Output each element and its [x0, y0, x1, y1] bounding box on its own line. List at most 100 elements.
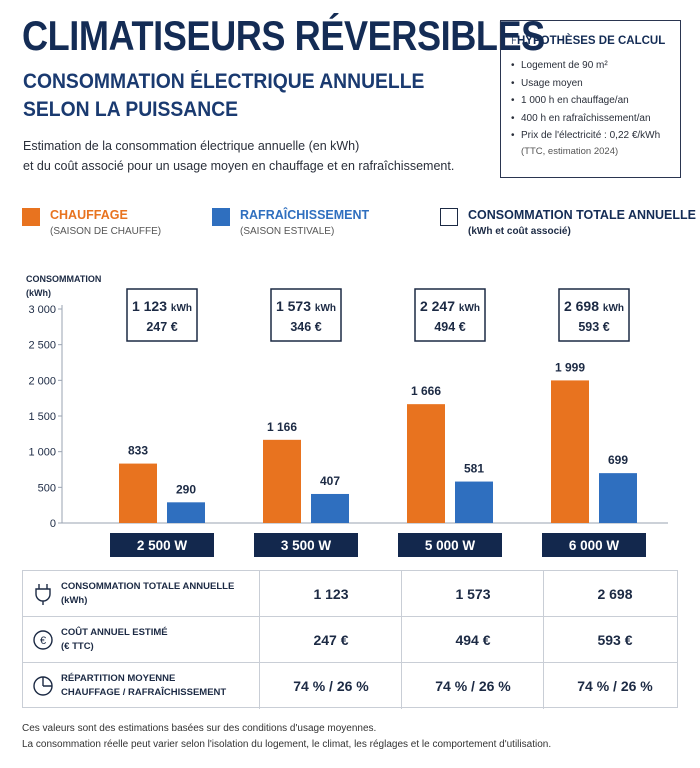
heating-value-label: 1 166: [267, 420, 297, 434]
cooling-value-label: 699: [608, 453, 628, 467]
hypotheses-list: • Logement de 90 m² • Usage moyen • 1 000 h…: [511, 57, 670, 145]
subtitle-line-2: SELON LA PUISSANCE: [23, 98, 239, 121]
euro-icon: €: [33, 630, 53, 650]
legend-cooling-label: RAFRAÎCHISSEMENT: [240, 208, 370, 222]
hypothesis-item: • Prix de l'électricité : 0,22 €/kWh: [511, 130, 661, 141]
cooling-bar: [167, 502, 205, 523]
legend-total-swatch: [440, 208, 458, 226]
heating-bar: [407, 404, 445, 523]
hypotheses-title: ⊦HYPOTHÈSES DE CALCUL: [511, 35, 666, 47]
legend-cooling-sub: (SAISON ESTIVALE): [240, 226, 335, 237]
total-box: [270, 288, 342, 342]
table-cell: 2 698: [543, 571, 686, 617]
total-cost-label: 593 €: [578, 320, 609, 334]
y-tick-label: 2 000: [28, 375, 56, 387]
category-label: 3 500 W: [281, 538, 332, 553]
intro-line-1: Estimation de la consommation électrique…: [23, 139, 360, 153]
footer-line-2: La consommation réelle peut varier selon…: [22, 739, 552, 750]
y-tick-label: 500: [38, 482, 56, 494]
y-tick-label: 3 000: [28, 304, 56, 316]
y-axis-title-line-1: CONSOMMATION: [26, 274, 102, 284]
y-axis-title: CONSOMMATION (kWh): [26, 272, 101, 300]
heating-bar: [119, 463, 157, 523]
hypothesis-item: • Usage moyen: [511, 77, 583, 89]
legend-total-sub: (kWh et coût associé): [468, 226, 571, 237]
table-cell: 74 % / 26 %: [401, 663, 544, 709]
table-cell: 1 123: [259, 571, 402, 617]
table-row-label: RÉPARTITION MOYENNE CHAUFFAGE / RAFRAÎCHI…: [61, 673, 227, 698]
total-kwh-value: 2 247: [420, 298, 459, 314]
total-box: [414, 288, 486, 342]
footer-line-1: Ces valeurs sont des estimations basées …: [22, 723, 377, 734]
category-bar: [110, 533, 214, 557]
category-bar: [398, 533, 502, 557]
svg-text:€: €: [40, 635, 46, 647]
y-tick-label: 1 000: [28, 447, 56, 459]
hypotheses-note: (TTC, estimation 2024): [521, 145, 619, 157]
total-kwh-unit: kWh: [459, 303, 480, 314]
page-subtitle: CONSOMMATION ÉLECTRIQUE ANNUELLE SELON L…: [23, 68, 424, 124]
legend-heating-swatch: [22, 208, 40, 226]
category-bar: [542, 533, 646, 557]
intro-line-2: et du coût associé pour un usage moyen e…: [23, 159, 455, 173]
category-label: 5 000 W: [425, 538, 476, 553]
total-kwh-value: 1 123: [132, 298, 171, 314]
page-title: CLIMATISEURS RÉVERSIBLES: [22, 12, 545, 59]
hypothesis-item: • Logement de 90 m²: [511, 60, 608, 71]
total-kwh-value: 1 573: [276, 298, 315, 314]
total-kwh-label: 2 247 kWh: [420, 298, 480, 314]
legend-cooling-swatch: [212, 208, 230, 226]
category-label: 2 500 W: [137, 538, 188, 553]
heating-value-label: 1 666: [411, 384, 441, 398]
y-tick-label: 2 500: [28, 340, 56, 352]
y-tick-label: 0: [50, 518, 56, 530]
cooling-bar: [599, 473, 637, 523]
heating-value-label: 1 999: [555, 360, 585, 374]
cooling-bar: [455, 481, 493, 523]
total-box: [558, 288, 630, 342]
total-kwh-value: 2 698: [564, 298, 603, 314]
total-cost-label: 346 €: [290, 320, 321, 334]
table-row-consumption: CONSOMMATION TOTALE ANNUELLE (kWh) 1 123 …: [23, 571, 677, 617]
table-row-cost: € COÛT ANNUEL ESTIMÉ (€ TTC) 247 € 494 € …: [23, 617, 677, 663]
legend-heating-sub: (SAISON DE CHAUFFE): [50, 226, 162, 237]
cooling-bar: [311, 493, 349, 523]
y-tick-label: 1 500: [28, 411, 56, 423]
category-bar: [254, 533, 358, 557]
heating-bar: [263, 439, 301, 523]
legend-total-label: CONSOMMATION TOTALE ANNUELLE: [468, 208, 696, 222]
cooling-value-label: 581: [464, 462, 484, 476]
heating-value-label: 833: [128, 444, 148, 458]
table-cell: 494 €: [401, 617, 544, 663]
total-kwh-label: 1 573 kWh: [276, 298, 336, 314]
total-kwh-unit: kWh: [603, 303, 624, 314]
table-cell: 74 % / 26 %: [259, 663, 402, 709]
hypotheses-box: ⊦HYPOTHÈSES DE CALCUL • Logement de 90 m²…: [500, 20, 681, 178]
table-row-label: CONSOMMATION TOTALE ANNUELLE (kWh): [61, 581, 235, 606]
intro-text: Estimation de la consommation électrique…: [23, 136, 454, 176]
total-kwh-label: 2 698 kWh: [564, 298, 624, 314]
table-cell: 247 €: [259, 617, 402, 663]
table-row-label: COÛT ANNUEL ESTIMÉ (€ TTC): [61, 627, 168, 652]
y-axis-title-line-2: (kWh): [26, 288, 51, 298]
hypothesis-item: • 1 000 h en chauffage/an: [511, 95, 629, 106]
subtitle-line-1: CONSOMMATION ÉLECTRIQUE ANNUELLE: [23, 70, 425, 93]
table-row-split: RÉPARTITION MOYENNE CHAUFFAGE / RAFRAÎCHI…: [23, 663, 677, 709]
total-cost-label: 247 €: [146, 320, 177, 334]
plug-icon: [35, 584, 51, 605]
total-cost-label: 494 €: [434, 320, 465, 334]
table-cell: 74 % / 26 %: [543, 663, 686, 709]
summary-table: CONSOMMATION TOTALE ANNUELLE (kWh) 1 123 …: [22, 570, 678, 709]
cooling-value-label: 407: [320, 474, 340, 488]
total-box: [126, 288, 198, 342]
total-kwh-unit: kWh: [315, 303, 336, 314]
cooling-value-label: 290: [176, 482, 196, 496]
heating-bar: [551, 380, 589, 523]
footer-note: Ces valeurs sont des estimations basées …: [22, 721, 551, 753]
hypothesis-item: • 400 h en rafraîchissement/an: [511, 112, 651, 124]
pie-icon: [33, 676, 53, 696]
consumption-bar-chart: 0 500 1 000 1 500 2 000 2 500 3 000 833 290 1 123…: [28, 288, 668, 557]
table-cell: 593 €: [543, 617, 686, 663]
category-label: 6 000 W: [569, 538, 620, 553]
legend-heating-label: CHAUFFAGE: [50, 208, 128, 222]
